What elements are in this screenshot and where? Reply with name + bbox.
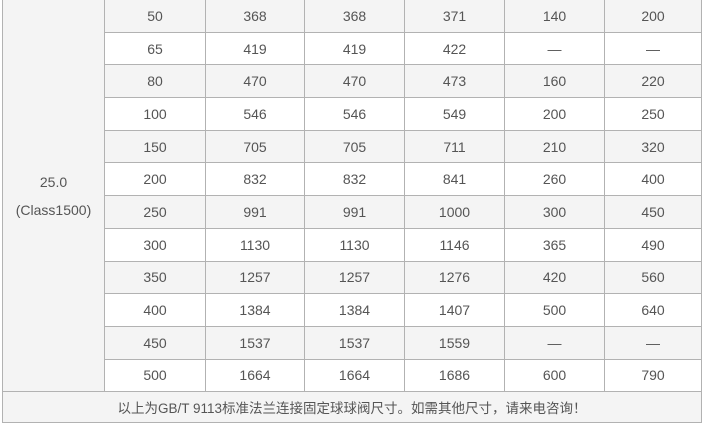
table-cell: 400 <box>604 162 702 197</box>
table-row: 350 1257 1257 1276 420 560 <box>3 260 702 295</box>
table-row: 65 419 419 422 — — <box>3 31 702 66</box>
table-cell: 365 <box>504 227 605 262</box>
table-cell: 260 <box>504 162 605 197</box>
table-cell: 320 <box>604 129 702 164</box>
table-cell: 1559 <box>404 325 505 360</box>
cell-dn: 300 <box>104 227 206 262</box>
table-row: 500 1664 1664 1686 600 790 <box>3 358 702 393</box>
cell-dn: 65 <box>104 31 206 66</box>
table-cell: — <box>604 31 702 66</box>
cell-dn: 500 <box>104 358 206 393</box>
table-cell: 1000 <box>404 195 505 229</box>
table-cell: 991 <box>304 195 405 229</box>
table-cell: 841 <box>404 162 505 197</box>
table-cell: 832 <box>205 162 305 197</box>
table-cell: 210 <box>504 129 605 164</box>
table-cell: 470 <box>205 64 305 99</box>
table-cell: 371 <box>404 0 505 33</box>
table-cell: 419 <box>205 31 305 66</box>
table-cell: 220 <box>604 64 702 99</box>
table-cell: 1537 <box>205 325 305 360</box>
cell-dn: 50 <box>104 0 206 33</box>
table-cell: 1384 <box>304 293 405 327</box>
table-cell: — <box>604 325 702 360</box>
table-cell: 160 <box>504 64 605 99</box>
table-cell: 140 <box>504 0 605 33</box>
table-cell: 991 <box>205 195 305 229</box>
table-row: 200 832 832 841 260 400 <box>3 162 702 197</box>
pressure-class-cell: 25.0 (Class1500) <box>2 0 105 393</box>
cell-dn: 150 <box>104 129 206 164</box>
table-cell: 473 <box>404 64 505 99</box>
table-cell: 419 <box>304 31 405 66</box>
table-cell: 1130 <box>304 227 405 262</box>
table-cell: 549 <box>404 97 505 131</box>
cell-dn: 80 <box>104 64 206 99</box>
cell-dn: 450 <box>104 325 206 360</box>
table-cell: 1146 <box>404 227 505 262</box>
cell-dn: 250 <box>104 195 206 229</box>
table-cell: 368 <box>304 0 405 33</box>
table-cell: 200 <box>604 0 702 33</box>
table-row: 400 1384 1384 1407 500 640 <box>3 293 702 327</box>
table-cell: 1130 <box>205 227 305 262</box>
table-cell: 705 <box>304 129 405 164</box>
table-cell: 450 <box>604 195 702 229</box>
table-row: 80 470 470 473 160 220 <box>3 64 702 99</box>
table-cell: 1664 <box>205 358 305 393</box>
cell-dn: 350 <box>104 260 206 295</box>
cell-dn: 100 <box>104 97 206 131</box>
valve-dimension-table: 25.0 (Class1500) 50 368 368 371 140 200 … <box>2 0 702 424</box>
table-cell: 250 <box>604 97 702 131</box>
table-row: 450 1537 1537 1559 — — <box>3 325 702 360</box>
cell-dn: 200 <box>104 162 206 197</box>
table-footer-row: 以上为GB/T 9113标准法兰连接固定球球阀尺寸。如需其他尺寸，请来电咨询！ <box>2 391 702 424</box>
table-cell: 1276 <box>404 260 505 295</box>
table-cell: 705 <box>205 129 305 164</box>
table-cell: 368 <box>205 0 305 33</box>
cell-dn: 400 <box>104 293 206 327</box>
table-cell: 790 <box>604 358 702 393</box>
footer-note: 以上为GB/T 9113标准法兰连接固定球球阀尺寸。如需其他尺寸，请来电咨询！ <box>2 391 702 424</box>
table-cell: 600 <box>504 358 605 393</box>
table-row: 250 991 991 1000 300 450 <box>3 195 702 229</box>
table-cell: 832 <box>304 162 405 197</box>
table-cell: 1664 <box>304 358 405 393</box>
table-cell: — <box>504 325 605 360</box>
table-cell: 500 <box>504 293 605 327</box>
table-cell: 546 <box>304 97 405 131</box>
table-cell: 1384 <box>205 293 305 327</box>
table-cell: 1686 <box>404 358 505 393</box>
table-cell: 1257 <box>304 260 405 295</box>
table-cell: — <box>504 31 605 66</box>
table-cell: 560 <box>604 260 702 295</box>
table-row: 25.0 (Class1500) 50 368 368 371 140 200 <box>2 0 702 393</box>
table-cell: 470 <box>304 64 405 99</box>
table-cell: 1257 <box>205 260 305 295</box>
table-cell: 1407 <box>404 293 505 327</box>
table-row: 100 546 546 549 200 250 <box>3 97 702 131</box>
table-cell: 200 <box>504 97 605 131</box>
pressure-class-value: 25.0 <box>39 173 68 190</box>
table-cell: 420 <box>504 260 605 295</box>
table-cell: 1537 <box>304 325 405 360</box>
table-cell: 490 <box>604 227 702 262</box>
pressure-class-label: (Class1500) <box>15 201 92 218</box>
table-cell: 422 <box>404 31 505 66</box>
table-row: 300 1130 1130 1146 365 490 <box>3 227 702 262</box>
table-cell: 546 <box>205 97 305 131</box>
table-cell: 300 <box>504 195 605 229</box>
table-cell: 640 <box>604 293 702 327</box>
table-cell: 711 <box>404 129 505 164</box>
table-row: 150 705 705 711 210 320 <box>3 129 702 164</box>
